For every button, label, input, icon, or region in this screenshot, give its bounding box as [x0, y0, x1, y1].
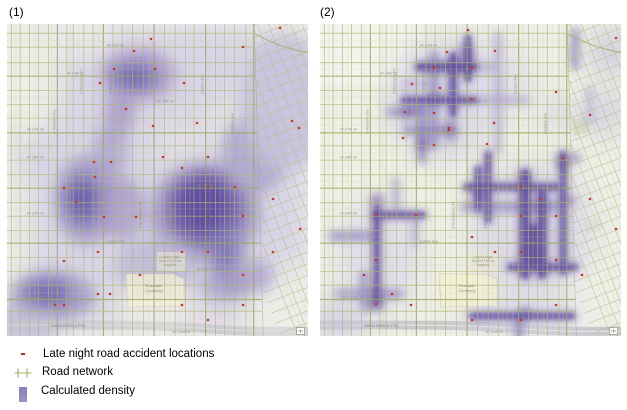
- svg-text:Rosedale: Rosedale: [146, 283, 164, 288]
- svg-text:Dalton Ave: Dalton Ave: [107, 240, 125, 244]
- svg-text:Loyola High: Loyola High: [161, 255, 180, 259]
- svg-text:W 22nd St: W 22nd St: [485, 330, 504, 334]
- svg-text:Denker Ave: Denker Ave: [201, 74, 205, 94]
- svg-text:S Western Ave: S Western Ave: [366, 109, 370, 134]
- svg-text:W 24th St: W 24th St: [67, 72, 85, 76]
- svg-text:S Manhattan Pl: S Manhattan Pl: [171, 203, 175, 229]
- svg-text:S St Andrews Pl: S St Andrews Pl: [139, 202, 143, 229]
- svg-text:Halldale Ave: Halldale Ave: [231, 113, 235, 134]
- svg-text:W 24th St: W 24th St: [380, 72, 398, 76]
- svg-text:W 29th St: W 29th St: [197, 184, 215, 188]
- svg-text:W 22nd St: W 22nd St: [172, 330, 191, 334]
- svg-text:S Manhattan Pl: S Manhattan Pl: [484, 203, 488, 229]
- svg-text:W 29th St: W 29th St: [510, 184, 528, 188]
- svg-text:W 25th St: W 25th St: [470, 100, 488, 104]
- svg-text:W 28th St: W 28th St: [27, 156, 45, 160]
- svg-text:S Gramercy Pl: S Gramercy Pl: [393, 69, 397, 94]
- svg-text:Loyola High: Loyola High: [474, 255, 493, 259]
- svg-text:Cambridge St: Cambridge St: [340, 296, 364, 300]
- svg-text:Angeles: Angeles: [477, 263, 490, 267]
- svg-text:Dalton Ave: Dalton Ave: [420, 240, 438, 244]
- svg-text:W Adams Blvd: W Adams Blvd: [197, 268, 222, 272]
- svg-text:Denker Ave: Denker Ave: [514, 74, 518, 94]
- svg-text:W 28th St: W 28th St: [340, 156, 358, 160]
- svg-text:Santa Monica Fwy: Santa Monica Fwy: [51, 323, 86, 328]
- svg-text:W 23rd St: W 23rd St: [420, 44, 438, 48]
- svg-text:S Gramercy Pl: S Gramercy Pl: [80, 69, 84, 94]
- svg-text:S St Andrews Pl: S St Andrews Pl: [452, 202, 456, 229]
- svg-text:Rosedale: Rosedale: [459, 283, 477, 288]
- svg-text:W 30th St: W 30th St: [27, 212, 45, 216]
- svg-text:Arlington Ave: Arlington Ave: [422, 72, 426, 94]
- svg-text:Arlington Ave: Arlington Ave: [109, 72, 113, 94]
- svg-text:S Western Ave: S Western Ave: [53, 109, 57, 134]
- svg-text:Cambridge St: Cambridge St: [27, 296, 51, 300]
- svg-text:School Of Los: School Of Los: [472, 259, 495, 263]
- svg-text:W 27th St: W 27th St: [27, 128, 45, 132]
- svg-text:W 23rd St: W 23rd St: [107, 44, 125, 48]
- svg-text:Halldale Ave: Halldale Ave: [544, 113, 548, 134]
- svg-text:Cemetery: Cemetery: [145, 288, 162, 293]
- svg-text:W 27th St: W 27th St: [340, 128, 358, 132]
- svg-text:Angeles: Angeles: [164, 263, 177, 267]
- svg-text:W 25th St: W 25th St: [157, 100, 175, 104]
- svg-text:Cemetery: Cemetery: [458, 288, 475, 293]
- svg-text:School Of Los: School Of Los: [159, 259, 182, 263]
- svg-text:W Adams Blvd: W Adams Blvd: [510, 268, 535, 272]
- svg-text:Santa Monica Fwy: Santa Monica Fwy: [364, 323, 399, 328]
- svg-text:W 30th St: W 30th St: [340, 212, 358, 216]
